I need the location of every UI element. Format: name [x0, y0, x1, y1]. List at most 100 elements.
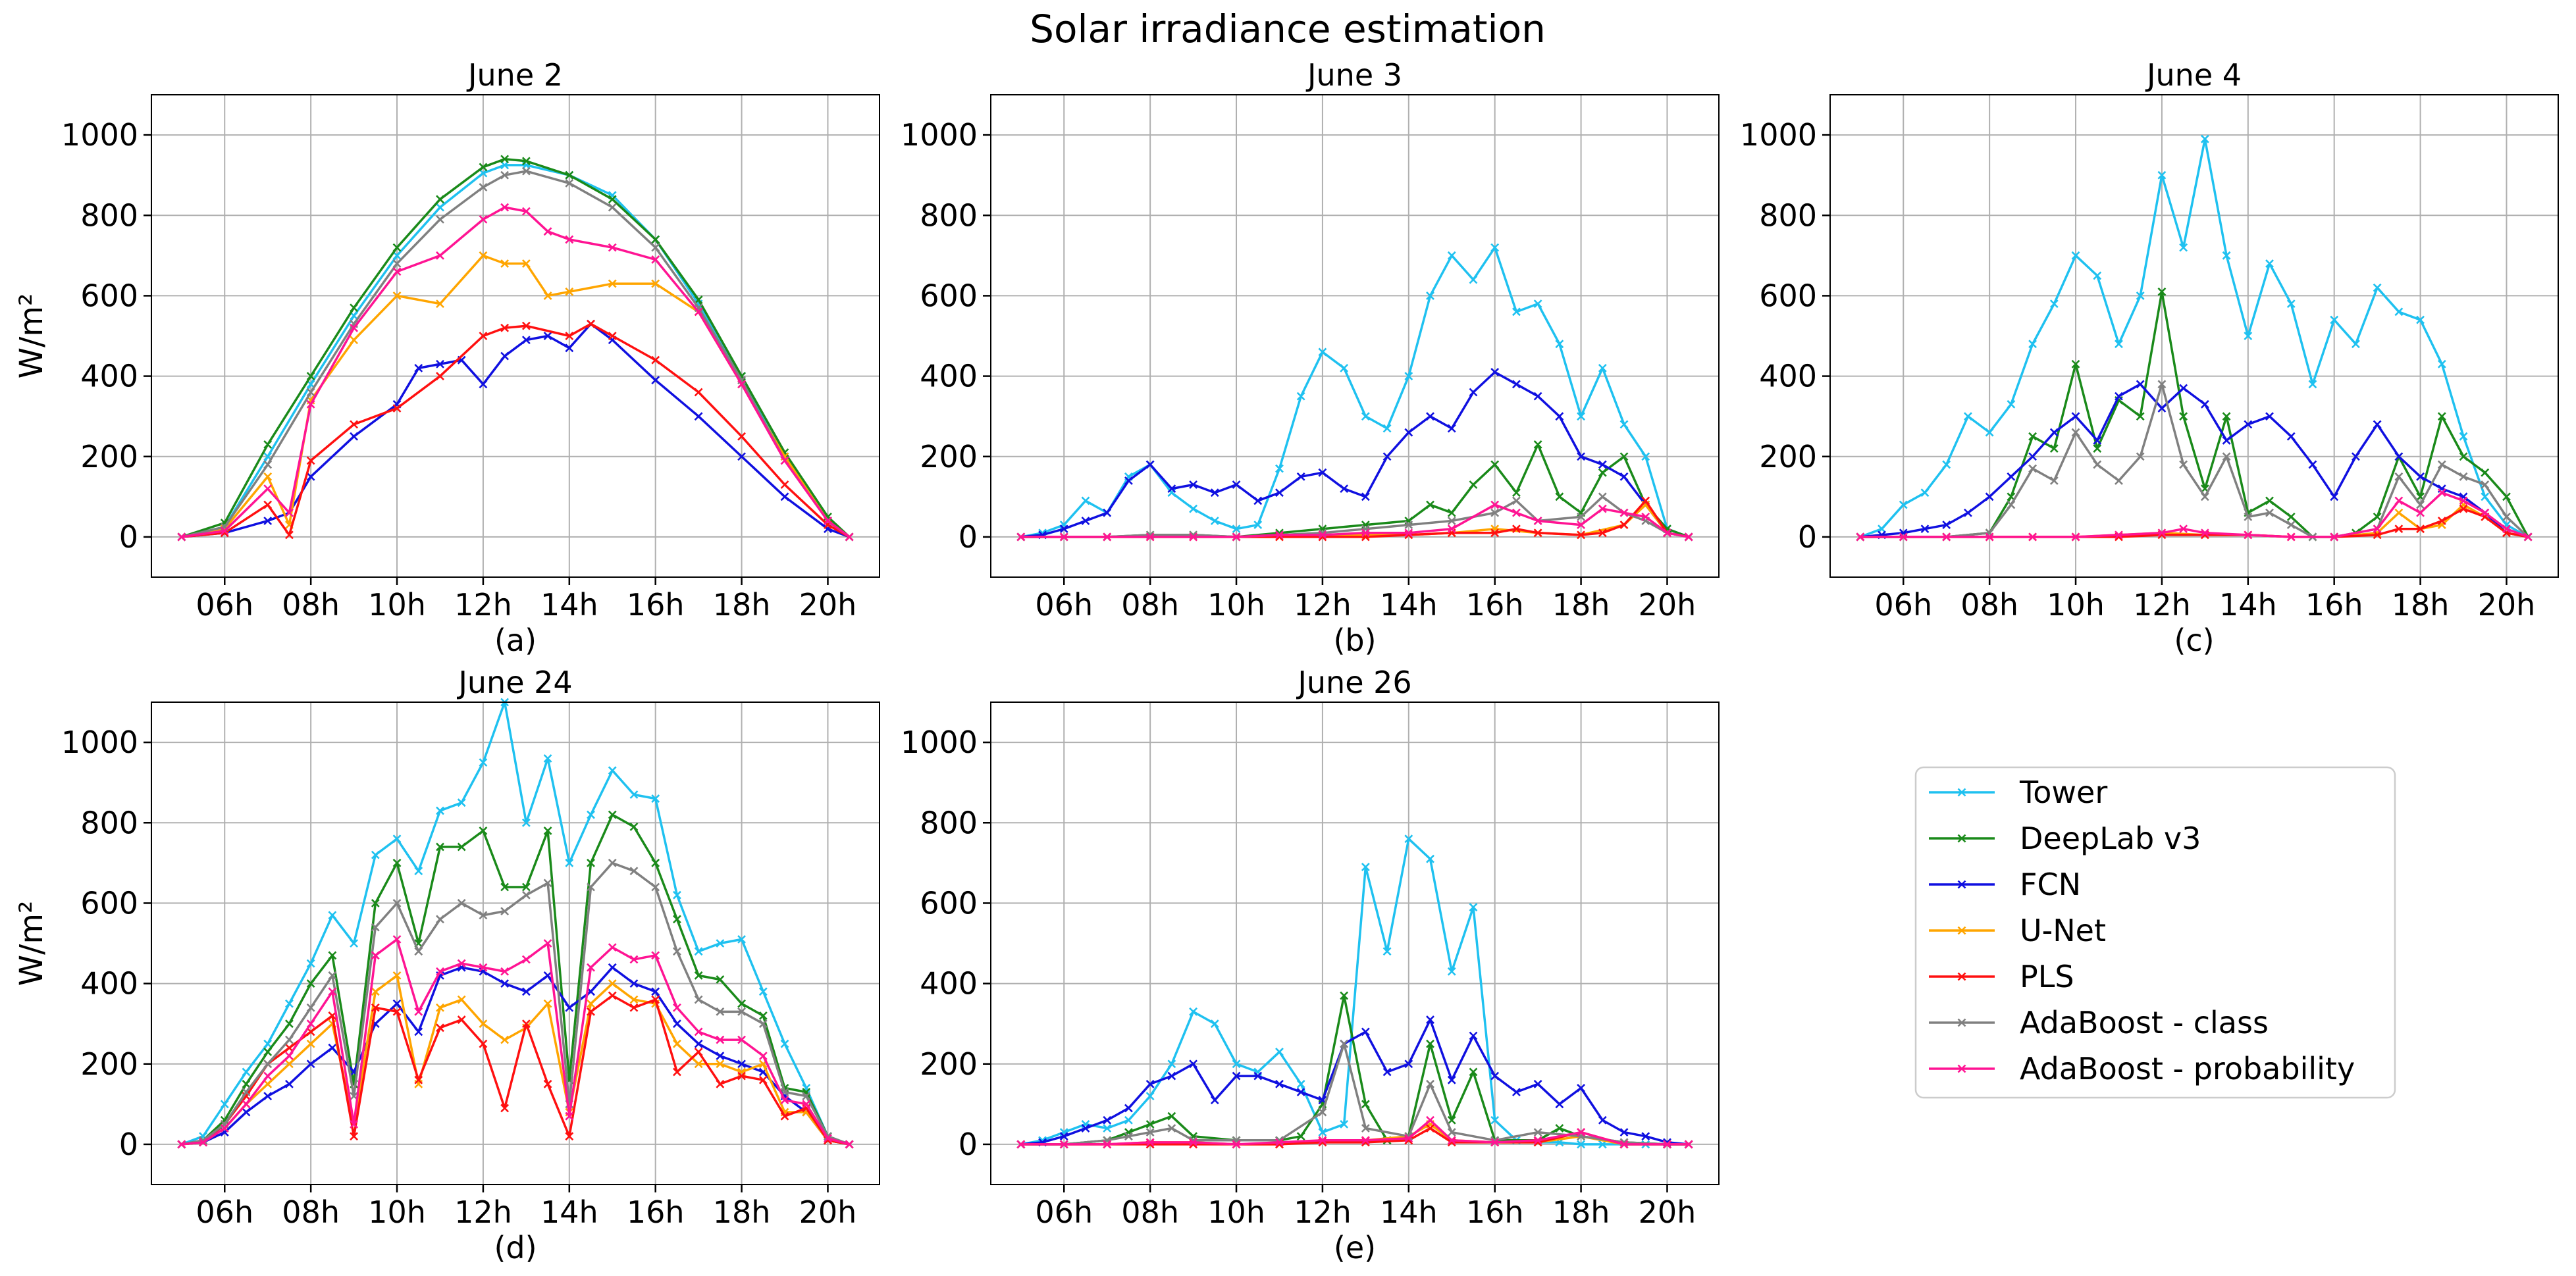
data-point: [1942, 521, 1951, 530]
panel-label: (e): [1334, 1230, 1376, 1265]
data-point: [1619, 472, 1629, 481]
y-tick-label: 600: [920, 278, 978, 313]
data-point: [2459, 472, 2468, 481]
data-point: [285, 1059, 294, 1069]
data-point: [629, 995, 639, 1004]
data-point: [780, 480, 789, 489]
gridlines: [1830, 95, 2558, 577]
x-tick-label: 18h: [713, 1194, 771, 1230]
data-point: [694, 412, 703, 421]
y-tick-label: 800: [1759, 197, 1817, 233]
data-point: [436, 1003, 444, 1012]
y-tick-label: 0: [959, 519, 978, 555]
data-point: [2157, 528, 2167, 538]
data-point: [824, 1134, 832, 1143]
data-point: [629, 867, 639, 875]
data-point: [2373, 524, 2382, 534]
x-tick-label: 10h: [368, 587, 426, 623]
data-point: [2071, 359, 2080, 369]
data-point: [1210, 517, 1219, 525]
data-point: [2136, 412, 2145, 421]
data-point: [2416, 500, 2425, 509]
data-point: [1167, 1124, 1176, 1133]
data-point: [543, 879, 552, 888]
legend-swatch-marker: [1957, 972, 1966, 981]
data-point: [1340, 1119, 1349, 1129]
data-point: [479, 251, 488, 260]
y-tick-label: 800: [80, 805, 138, 840]
data-point: [263, 1059, 273, 1069]
data-point: [1145, 1138, 1155, 1147]
y-axis-label: W/m²: [13, 901, 50, 986]
data-point: [2416, 315, 2425, 324]
axes-frame: [151, 702, 880, 1185]
data-point: [263, 1092, 273, 1101]
data-point: [1469, 1031, 1478, 1040]
data-point: [1447, 1075, 1456, 1085]
data-point: [1577, 512, 1585, 521]
data-point: [2437, 488, 2446, 498]
data-point: [1253, 521, 1263, 530]
data-point: [2437, 460, 2446, 469]
data-point: [608, 991, 617, 1000]
data-point: [1232, 480, 1241, 489]
data-point: [1340, 991, 1349, 1000]
data-point: [2028, 532, 2037, 542]
panel-title: June 3: [1305, 57, 1402, 93]
data-point: [1641, 496, 1650, 505]
data-point: [2115, 530, 2123, 540]
data-point: [1404, 428, 1413, 437]
data-point: [1555, 1100, 1564, 1109]
data-point: [199, 1138, 207, 1147]
series-line: [181, 974, 850, 1146]
panel-label: (a): [494, 623, 537, 658]
data-point: [2115, 476, 2123, 485]
data-point: [651, 858, 660, 867]
data-point: [1103, 508, 1112, 517]
data-point: [521, 157, 531, 166]
data-point: [1232, 532, 1241, 542]
data-point: [629, 1003, 639, 1012]
legend-entry: DeepLab v3: [1929, 821, 2201, 856]
data-point: [263, 440, 273, 449]
data-point: [694, 1039, 703, 1048]
data-point: [285, 1019, 294, 1029]
data-point: [672, 1019, 681, 1029]
data-point: [306, 1003, 315, 1012]
data-point: [414, 363, 423, 372]
data-point: [414, 1027, 423, 1036]
series-adaboost-class: [177, 166, 854, 542]
data-point: [1361, 492, 1370, 501]
data-point: [694, 1059, 703, 1069]
data-point: [2394, 472, 2404, 481]
data-point: [263, 1039, 273, 1048]
data-point: [1469, 480, 1478, 489]
series-tower: [177, 698, 854, 1149]
data-point: [521, 987, 531, 996]
data-point: [328, 971, 337, 980]
data-point: [1447, 524, 1456, 534]
data-point: [2394, 307, 2404, 317]
legend-swatch-marker: [1957, 1064, 1966, 1073]
x-tick-label: 06h: [1874, 587, 1932, 623]
data-point: [350, 1132, 359, 1141]
data-point: [780, 492, 789, 501]
data-point: [285, 999, 294, 1008]
x-tick-label: 14h: [540, 587, 598, 623]
data-point: [1059, 524, 1068, 534]
data-point: [1167, 1071, 1176, 1081]
data-point: [521, 818, 531, 827]
data-point: [1318, 1108, 1327, 1117]
data-point: [1469, 388, 1478, 397]
y-tick-label: 400: [1759, 359, 1817, 394]
data-point: [1490, 460, 1500, 469]
axes-frame: [990, 94, 1720, 578]
data-point: [285, 508, 294, 517]
legend-label: U-Net: [2020, 913, 2106, 948]
data-point: [242, 1100, 251, 1109]
y-tick-label: 400: [920, 966, 978, 1002]
data-point: [1103, 1115, 1112, 1125]
series-deeplab-v3: [1016, 440, 1693, 542]
data-point: [2481, 492, 2490, 501]
data-point: [350, 303, 359, 313]
